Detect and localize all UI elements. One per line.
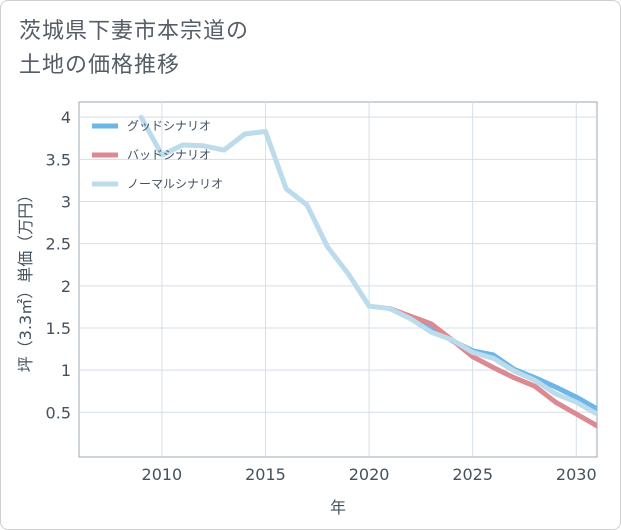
x-tick-label: 2015: [245, 465, 286, 484]
y-tick-label: 3: [61, 193, 71, 212]
y-tick-label: 1: [61, 361, 71, 380]
x-tick-label: 2025: [452, 465, 493, 484]
x-tick-label: 2010: [142, 465, 183, 484]
chart-title: 茨城県下妻市本宗道の 土地の価格推移: [19, 15, 249, 83]
x-axis-title: 年: [330, 498, 346, 517]
y-tick-label: 0.5: [46, 403, 71, 422]
plot-area: [78, 101, 598, 458]
series-line-3: [138, 114, 597, 417]
x-tick-label: 2030: [556, 465, 597, 484]
y-tick-label: 3.5: [46, 150, 71, 169]
y-tick-label: 4: [61, 108, 71, 127]
y-tick-label: 2.5: [46, 235, 71, 254]
y-tick-label: 1.5: [46, 319, 71, 338]
chart-title-line-2: 土地の価格推移: [19, 53, 181, 78]
chart-title-line-1: 茨城県下妻市本宗道の: [19, 19, 250, 44]
legend-label-2: バッドシナリオ: [127, 148, 211, 162]
legend-label-3: ノーマルシナリオ: [127, 177, 223, 191]
y-axis-title: 坪（3.3㎡）単価（万円）: [16, 187, 35, 372]
legend-label-1: グッドシナリオ: [127, 119, 211, 133]
series-line-2: [387, 306, 597, 429]
x-tick-label: 2020: [349, 465, 390, 484]
y-tick-label: 2: [61, 277, 71, 296]
